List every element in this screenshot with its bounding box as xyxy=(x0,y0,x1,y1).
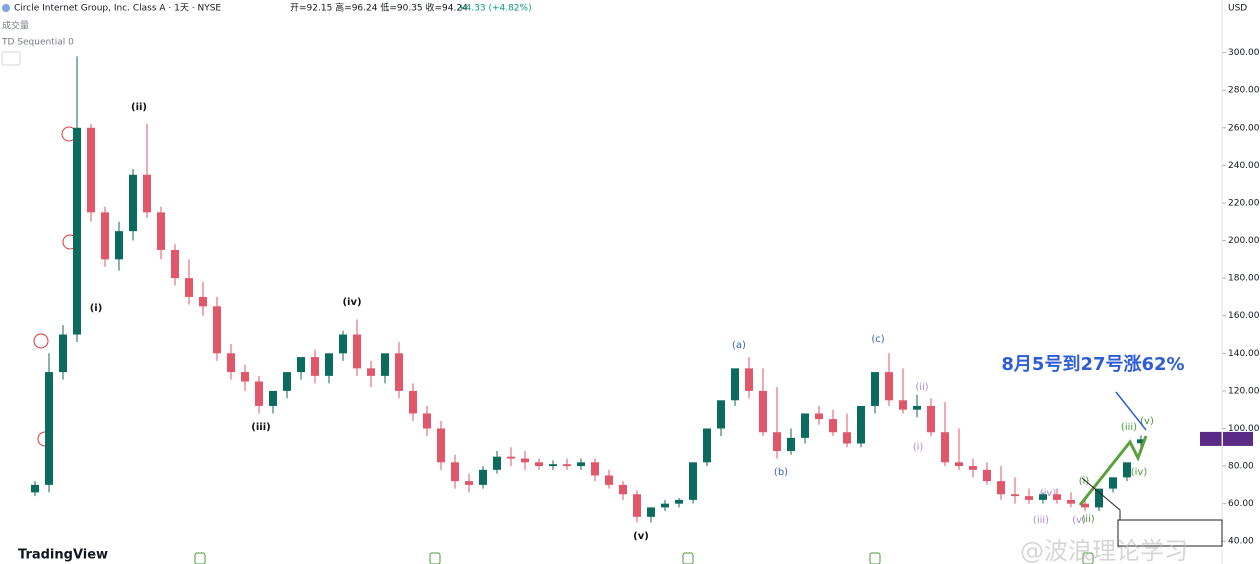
wave-label: (v) xyxy=(1072,515,1086,526)
candle-body xyxy=(857,405,865,444)
ohlc: 开=92.15 高=96.24 低=90.35 收=94.24 xyxy=(290,2,468,14)
y-tick-label: 260.00 xyxy=(1228,123,1260,133)
candle-body xyxy=(283,372,291,391)
candle-body xyxy=(871,372,879,406)
candle-body xyxy=(703,428,711,463)
wave-label: (iii) xyxy=(1121,422,1137,433)
candle-body xyxy=(1095,488,1103,508)
y-tick-label: 280.00 xyxy=(1228,86,1260,96)
wave-label: (i) xyxy=(90,303,103,314)
wave-label: (iv) xyxy=(1131,467,1148,478)
wave-label: (i) xyxy=(913,442,924,453)
arrow xyxy=(1115,391,1147,431)
wave-label: (v) xyxy=(1140,416,1154,427)
earnings-marker xyxy=(869,552,881,564)
wave-label: (v) xyxy=(633,531,649,542)
wave-label: (ii) xyxy=(131,102,147,113)
earnings-marker xyxy=(682,552,694,564)
volume-label: 成交量 xyxy=(2,20,29,32)
wave-circle xyxy=(33,333,49,349)
change: +4.33 (+4.82%) xyxy=(458,4,532,14)
y-tick-label: 120.00 xyxy=(1228,386,1260,396)
candle-body xyxy=(1109,477,1117,489)
currency: USD xyxy=(1228,4,1247,14)
y-tick-label: 140.00 xyxy=(1228,349,1260,359)
y-tick-label: 240.00 xyxy=(1228,161,1260,171)
wave-label: (iii) xyxy=(1033,515,1049,526)
trend-line xyxy=(1078,435,1148,506)
y-tick-label: 160.00 xyxy=(1228,311,1260,321)
y-tick-label: 40.00 xyxy=(1228,537,1254,547)
y-tick-label: 80.00 xyxy=(1228,462,1254,472)
collapse-button[interactable] xyxy=(1,51,21,66)
wave-label: (iv) xyxy=(1040,488,1057,499)
candle-body xyxy=(731,368,739,401)
wave-label: (ii) xyxy=(1081,514,1094,525)
earnings-marker xyxy=(194,552,206,564)
wave-label: (iv) xyxy=(342,297,361,308)
wave-label: (b) xyxy=(774,467,788,478)
wave-label: (ii) xyxy=(915,382,928,393)
watermark: @波浪理论学习 xyxy=(1020,537,1188,564)
candle-body xyxy=(689,462,697,500)
wave-label: (iii) xyxy=(251,422,270,433)
y-tick-label: 180.00 xyxy=(1228,274,1260,284)
candle-body xyxy=(381,353,389,376)
y-tick-label: 300.00 xyxy=(1228,48,1260,58)
earnings-marker xyxy=(429,552,441,564)
candle-body xyxy=(717,400,725,429)
price-tag xyxy=(1223,431,1253,446)
price-tag xyxy=(1200,431,1222,446)
candle-body xyxy=(801,413,809,438)
wave-label: (c) xyxy=(871,334,884,345)
y-tick-label: 200.00 xyxy=(1228,236,1260,246)
callout-box xyxy=(1117,519,1223,547)
chart-title: Circle Internet Group, Inc. Class A · 1天… xyxy=(14,4,221,14)
indicator-label: TD Sequential 0 xyxy=(1,38,74,48)
wave-label: (a) xyxy=(732,340,746,351)
callout-line xyxy=(1081,477,1121,520)
earnings-marker xyxy=(1082,552,1094,564)
brand: TradingView xyxy=(18,548,108,563)
symbol-icon xyxy=(2,4,10,12)
y-tick-label: 100.00 xyxy=(1228,424,1260,434)
headline: 8月5号到27号涨62% xyxy=(1001,354,1184,375)
y-tick-label: 220.00 xyxy=(1228,198,1260,208)
wave-label: (i) xyxy=(1079,476,1090,487)
y-tick-label: 60.00 xyxy=(1228,499,1254,509)
